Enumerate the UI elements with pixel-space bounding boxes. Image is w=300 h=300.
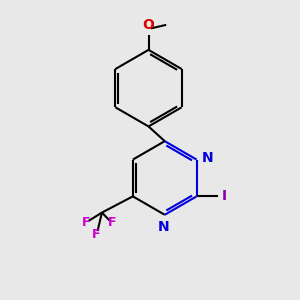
Text: I: I [222, 189, 227, 203]
Text: F: F [82, 216, 90, 230]
Text: O: O [142, 18, 154, 32]
Text: N: N [202, 151, 214, 165]
Text: N: N [158, 220, 169, 234]
Text: F: F [108, 216, 116, 230]
Text: F: F [92, 228, 100, 241]
